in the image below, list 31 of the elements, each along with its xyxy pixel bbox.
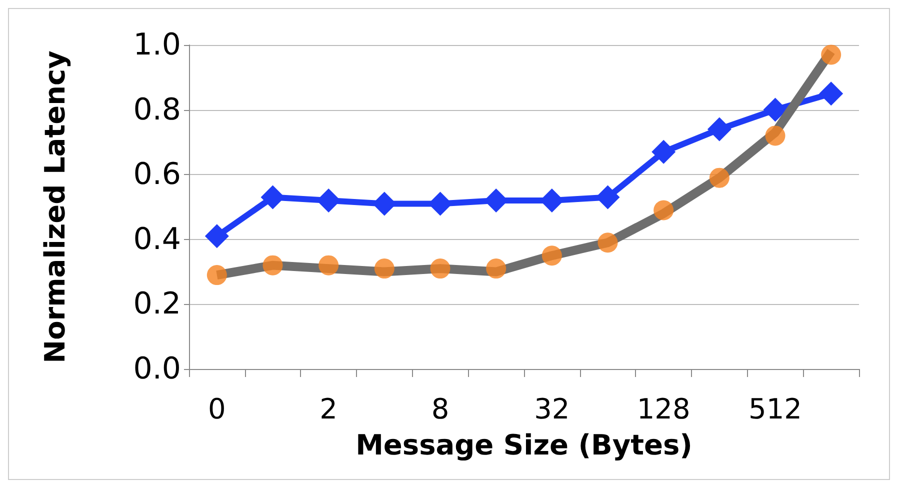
point <box>598 232 618 253</box>
point <box>486 258 506 279</box>
point <box>318 255 339 276</box>
point <box>262 255 283 276</box>
point <box>765 126 786 146</box>
y-tick-label: 0.4 <box>133 222 181 257</box>
point <box>204 224 229 248</box>
point <box>206 265 227 286</box>
point <box>763 98 788 122</box>
y-axis-title: Normalized Latency <box>38 50 72 364</box>
point <box>821 44 842 65</box>
point <box>819 82 844 106</box>
point <box>652 140 676 164</box>
y-tick-label: 0.0 <box>133 352 181 386</box>
point <box>709 168 730 188</box>
point <box>542 246 562 266</box>
x-tick-label: 8 <box>431 392 450 426</box>
x-tick-label: 0 <box>208 392 226 426</box>
x-tick-label: 512 <box>748 392 802 426</box>
point <box>430 258 450 279</box>
x-tick-label: 32 <box>534 392 570 426</box>
y-tick-label: 0.2 <box>133 286 181 322</box>
point <box>707 117 732 142</box>
x-tick-label: 128 <box>636 392 690 426</box>
point <box>374 258 394 279</box>
point <box>654 200 674 220</box>
y-tick-label: 1.0 <box>133 28 181 62</box>
y-tick-label: 0.8 <box>133 92 181 128</box>
x-axis-title: Message Size (Bytes) <box>356 428 692 462</box>
x-tick-label: 2 <box>320 392 338 426</box>
y-tick-label: 0.6 <box>133 157 181 192</box>
